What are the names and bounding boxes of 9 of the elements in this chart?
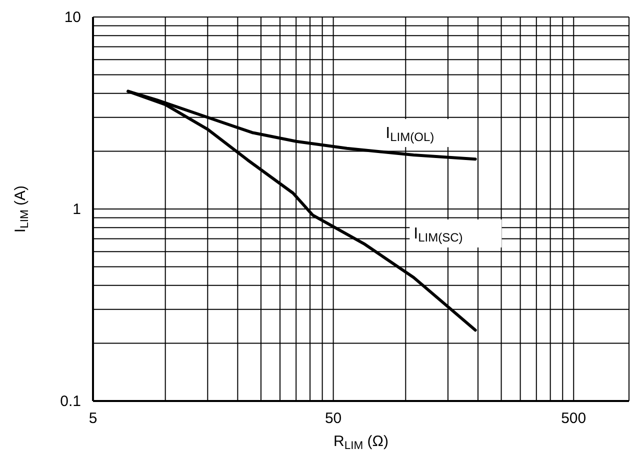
series-label: I$_{LIM(OL)}$	[386, 125, 434, 144]
x-tick-label: 50	[324, 410, 342, 427]
x-axis-title: R$_{LIM}$ (Ω)	[334, 433, 388, 452]
x-tick-label: 5	[88, 410, 98, 427]
series-label: I$_{LIM(SC)}$	[414, 225, 463, 244]
y-tick-label: 1	[72, 201, 81, 218]
y-tick-label: 10	[64, 9, 81, 26]
x-tick-label: 500	[561, 410, 586, 427]
y-tick-label: 0.1	[60, 393, 81, 410]
